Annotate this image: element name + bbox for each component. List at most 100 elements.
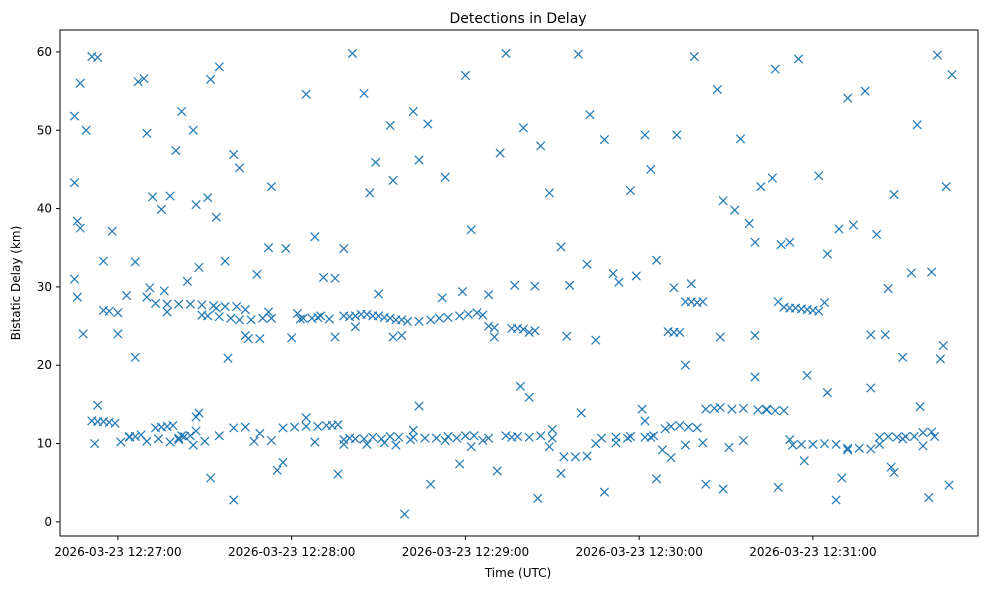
data-point bbox=[880, 330, 890, 340]
data-point bbox=[559, 452, 569, 462]
data-point bbox=[200, 436, 210, 446]
data-point bbox=[359, 434, 369, 444]
data-point bbox=[359, 88, 369, 99]
data-point bbox=[330, 273, 340, 283]
data-point bbox=[686, 279, 696, 289]
data-point bbox=[831, 495, 841, 505]
data-point bbox=[431, 433, 442, 443]
x-axis: 2026-03-23 12:27:00 2026-03-23 12:28:00 20… bbox=[54, 536, 877, 559]
data-point bbox=[214, 62, 224, 72]
data-point bbox=[104, 306, 114, 316]
data-point bbox=[692, 423, 702, 433]
y-tick-label: 20 bbox=[37, 358, 52, 372]
data-point bbox=[892, 432, 902, 442]
data-point bbox=[483, 321, 494, 331]
data-point bbox=[234, 163, 245, 173]
data-point bbox=[162, 299, 172, 309]
data-point bbox=[536, 431, 546, 441]
data-point bbox=[761, 405, 772, 415]
data-point bbox=[640, 416, 650, 426]
data-point bbox=[197, 300, 207, 310]
data-point bbox=[898, 352, 908, 363]
data-point bbox=[565, 280, 575, 290]
data-point bbox=[385, 120, 395, 131]
data-point bbox=[75, 78, 85, 88]
data-point bbox=[226, 313, 236, 323]
data-point bbox=[507, 432, 517, 442]
data-point bbox=[599, 135, 610, 145]
data-point bbox=[174, 435, 184, 445]
data-point bbox=[69, 274, 80, 284]
data-point bbox=[915, 402, 925, 412]
data-point bbox=[883, 431, 893, 442]
data-point bbox=[753, 405, 763, 415]
data-point bbox=[478, 310, 488, 320]
data-point bbox=[165, 191, 175, 201]
data-point bbox=[576, 408, 586, 418]
data-point bbox=[501, 48, 511, 59]
data-point bbox=[266, 313, 277, 323]
data-point bbox=[738, 435, 749, 446]
data-point bbox=[837, 473, 847, 483]
data-point bbox=[495, 148, 505, 158]
data-point bbox=[819, 297, 830, 308]
data-point bbox=[75, 223, 85, 233]
data-point bbox=[796, 439, 806, 449]
data-point bbox=[191, 200, 201, 210]
data-point bbox=[466, 442, 476, 452]
data-point bbox=[414, 155, 424, 165]
data-point bbox=[298, 313, 308, 323]
data-point bbox=[814, 306, 824, 316]
data-point bbox=[770, 64, 780, 74]
data-point bbox=[240, 330, 250, 341]
data-point bbox=[426, 479, 436, 489]
data-points bbox=[69, 48, 957, 519]
data-point bbox=[397, 330, 407, 341]
data-point bbox=[457, 286, 468, 297]
data-point bbox=[735, 134, 746, 144]
data-point bbox=[666, 453, 676, 463]
data-point bbox=[188, 125, 198, 135]
x-tick-label: 2026-03-23 12:29:00 bbox=[402, 545, 529, 559]
data-point bbox=[750, 330, 760, 341]
data-point bbox=[492, 466, 502, 476]
data-point bbox=[373, 289, 384, 299]
data-point bbox=[168, 420, 178, 431]
data-point bbox=[72, 216, 82, 226]
data-point bbox=[69, 178, 80, 188]
data-point bbox=[724, 442, 734, 453]
data-point bbox=[460, 70, 471, 81]
data-point bbox=[156, 204, 166, 214]
data-point bbox=[272, 465, 282, 475]
data-point bbox=[669, 283, 679, 293]
data-point bbox=[799, 456, 809, 466]
data-point bbox=[191, 412, 201, 422]
y-axis-label: Bistatic Delay (km) bbox=[9, 226, 23, 341]
data-point bbox=[483, 290, 494, 300]
data-point bbox=[313, 421, 323, 431]
data-point bbox=[350, 322, 361, 332]
data-point bbox=[408, 425, 418, 435]
data-point bbox=[510, 280, 520, 290]
data-point bbox=[229, 423, 239, 433]
data-point bbox=[463, 309, 473, 319]
data-point bbox=[715, 402, 725, 413]
data-point bbox=[263, 307, 274, 317]
data-point bbox=[347, 48, 358, 59]
data-point bbox=[556, 242, 566, 252]
data-point bbox=[843, 445, 853, 455]
data-point bbox=[822, 249, 833, 259]
data-point bbox=[886, 462, 896, 472]
data-point bbox=[788, 440, 798, 450]
data-point bbox=[240, 422, 250, 432]
data-point bbox=[391, 440, 401, 450]
x-tick-label: 2026-03-23 12:31:00 bbox=[749, 545, 876, 559]
data-point bbox=[263, 243, 274, 253]
data-point bbox=[148, 192, 158, 202]
data-point bbox=[533, 493, 543, 504]
data-point bbox=[333, 469, 343, 479]
data-point bbox=[744, 218, 754, 229]
data-point bbox=[185, 299, 195, 309]
data-point bbox=[530, 281, 540, 291]
